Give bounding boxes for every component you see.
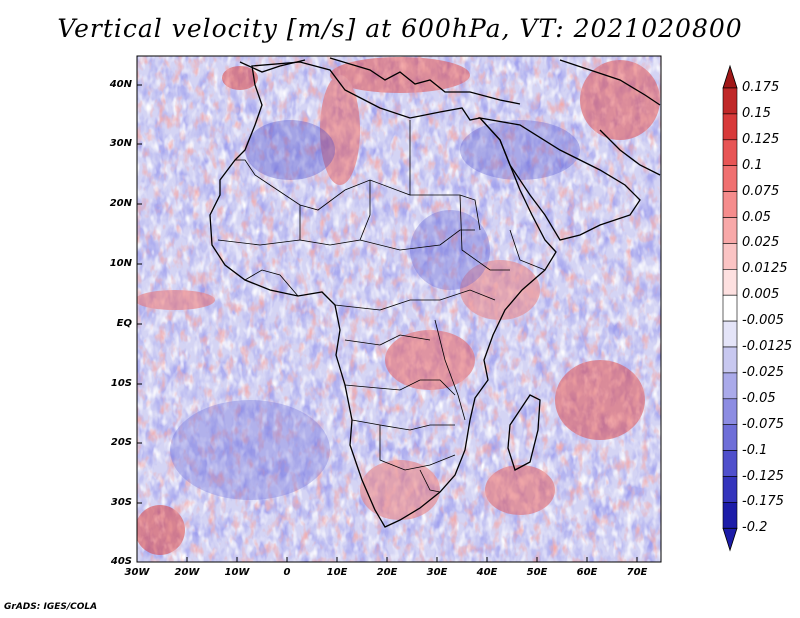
colorbar-segment xyxy=(722,191,738,218)
colorbar-segment xyxy=(722,268,738,296)
colorbar-label: 0.025 xyxy=(742,235,780,251)
colorbar-label: 0.1 xyxy=(742,157,763,173)
lat-label-20s: 20S xyxy=(110,437,132,448)
lat-label-30s: 30S xyxy=(110,497,132,508)
colorbar-segment xyxy=(722,476,738,503)
colorbar-bottom-arrow xyxy=(722,527,738,552)
lon-label-20e: 20E xyxy=(376,567,398,578)
colorbar-segment xyxy=(722,165,738,192)
axis-ticks xyxy=(137,84,638,562)
colorbar-label: -0.05 xyxy=(742,390,776,406)
colorbar-label: -0.075 xyxy=(742,416,784,432)
lon-label-40e: 40E xyxy=(476,567,498,578)
colorbar-segment xyxy=(722,502,738,529)
lat-label-20n: 20N xyxy=(109,198,132,209)
lon-label-50e: 50E xyxy=(526,567,548,578)
lat-label-10s: 10S xyxy=(110,378,132,389)
colorbar-segment xyxy=(722,217,738,244)
colorbar-label: 0.125 xyxy=(742,131,780,147)
coastlines xyxy=(209,57,661,528)
colorbar-segment xyxy=(722,424,738,451)
colorbar-label: 0.05 xyxy=(742,209,771,225)
lon-label-0: 0 xyxy=(283,567,291,578)
colorbar-top-arrow xyxy=(722,64,738,89)
negative-regions xyxy=(170,120,580,500)
colorbar-segment xyxy=(722,87,738,115)
velocity-field xyxy=(137,56,661,562)
lon-label-30w: 30W xyxy=(124,567,150,578)
lat-label-30n: 30N xyxy=(109,138,132,149)
colorbar-label: 0.005 xyxy=(742,287,780,303)
country-borders xyxy=(217,120,546,493)
colorbar-segment xyxy=(722,139,738,167)
chart-title: Vertical velocity [m/s] at 600hPa, VT: 2… xyxy=(57,14,743,43)
colorbar-segment xyxy=(722,372,738,400)
colorbar-segment xyxy=(722,398,738,425)
colorbar-segment xyxy=(722,450,738,477)
colorbar xyxy=(722,64,738,552)
lat-label-40n: 40N xyxy=(109,79,132,90)
colorbar-segment xyxy=(722,294,738,322)
colorbar-label: -0.1 xyxy=(742,442,768,458)
colorbar-label: -0.025 xyxy=(742,364,784,380)
lon-label-10e: 10E xyxy=(326,567,348,578)
colorbar-label: -0.2 xyxy=(742,520,768,536)
colorbar-label: 0.075 xyxy=(742,183,780,199)
colorbar-label: -0.175 xyxy=(742,494,784,510)
colorbar-label: -0.0125 xyxy=(742,339,793,354)
lon-label-70e: 70E xyxy=(626,567,648,578)
lon-label-10w: 10W xyxy=(224,567,250,578)
footer-credit: GrADS: IGES/COLA xyxy=(4,602,98,612)
colorbar-label: 0.175 xyxy=(742,80,780,95)
lat-label-40s: 40S xyxy=(110,556,132,567)
lat-label-10n: 10N xyxy=(109,258,132,269)
colorbar-segment xyxy=(722,113,738,141)
plot-frame xyxy=(136,55,662,563)
colorbar-segment xyxy=(722,320,738,348)
colorbar-segment xyxy=(722,346,738,374)
colorbar-label: -0.125 xyxy=(742,468,784,484)
lon-label-60e: 60E xyxy=(576,567,598,578)
lat-label-eq: EQ xyxy=(116,318,132,329)
colorbar-label: 0.15 xyxy=(742,105,771,121)
lon-label-20w: 20W xyxy=(174,567,200,578)
colorbar-label: 0.0125 xyxy=(742,261,788,277)
colorbar-segment xyxy=(722,243,738,270)
colorbar-label: -0.005 xyxy=(742,313,784,329)
lon-label-30e: 30E xyxy=(426,567,448,578)
